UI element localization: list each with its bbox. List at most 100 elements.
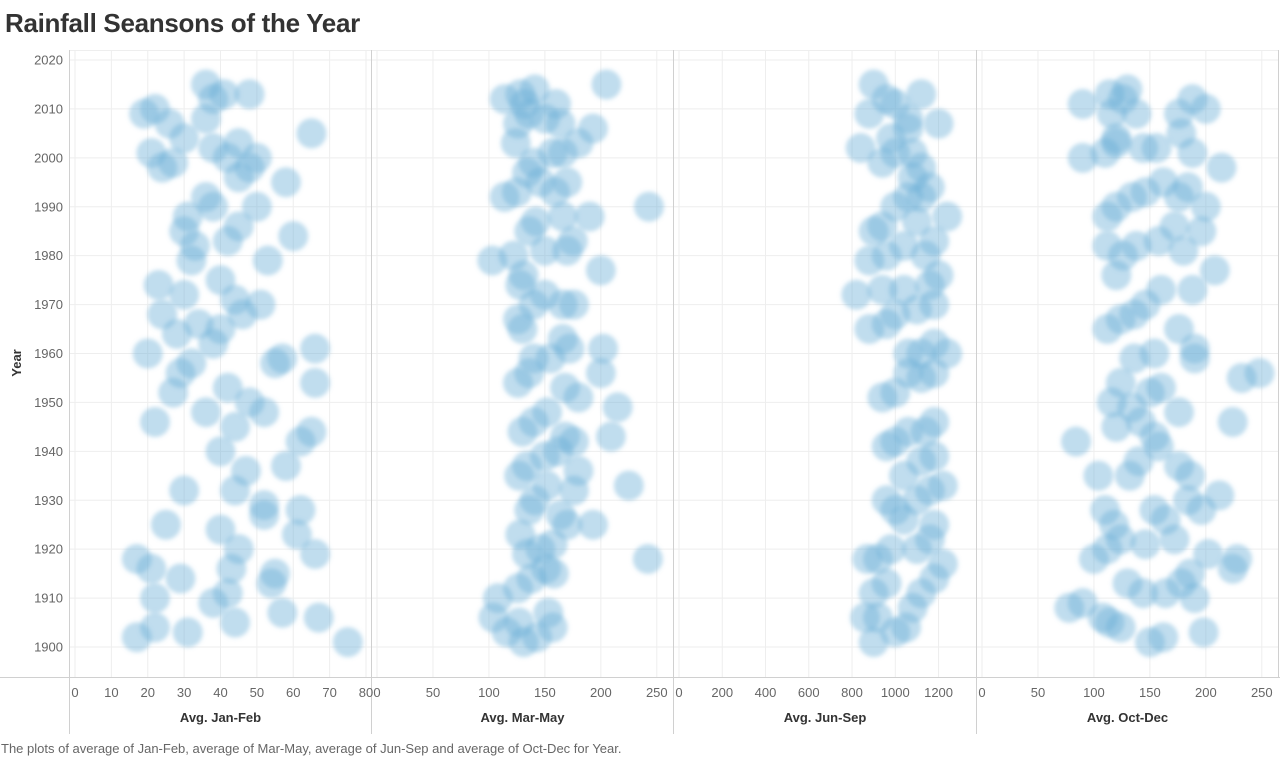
data-point — [927, 548, 958, 579]
data-point — [1190, 191, 1221, 222]
x-tick-label: 0 — [71, 685, 78, 700]
data-point — [1146, 372, 1177, 403]
data-point — [1163, 314, 1194, 345]
data-point — [1139, 338, 1170, 369]
x-axis-1: 0 10 20 30 40 50 60 70 80 Avg. Jan-Feb — [71, 685, 373, 725]
data-point — [223, 534, 254, 565]
data-point — [1172, 172, 1203, 203]
panel-3 — [841, 69, 963, 658]
x-tick-label: 0 — [675, 685, 682, 700]
x-tick-label: 80 — [359, 685, 373, 700]
data-point — [1096, 98, 1127, 129]
data-point — [300, 367, 331, 398]
x-tick-label: 400 — [755, 685, 777, 700]
y-tick-label: 2020 — [34, 53, 63, 68]
data-point — [1090, 495, 1121, 526]
data-point — [205, 436, 236, 467]
data-point — [557, 225, 588, 256]
data-point — [1199, 255, 1230, 286]
data-point — [136, 553, 167, 584]
data-point — [270, 167, 301, 198]
data-point — [220, 284, 251, 315]
data-point — [1177, 274, 1208, 305]
data-point — [1190, 93, 1221, 124]
data-point — [220, 411, 251, 442]
data-point — [893, 103, 924, 134]
x-axis-3: 0 200 400 600 800 1000 1200 Avg. Jun-Sep — [675, 685, 953, 725]
data-point — [919, 509, 950, 540]
data-point — [498, 240, 529, 271]
x-axes: 0 10 20 30 40 50 60 70 80 Avg. Jan-Feb 0 50 100 150 20… — [71, 685, 1272, 725]
data-point — [285, 495, 316, 526]
data-point — [632, 543, 663, 574]
data-point — [1121, 98, 1152, 129]
data-point — [1083, 460, 1114, 491]
data-point — [220, 607, 251, 638]
x-tick-label: 50 — [426, 685, 440, 700]
data-point — [558, 289, 589, 320]
panel-1 — [121, 69, 363, 658]
data-point — [169, 216, 200, 247]
data-point — [554, 333, 585, 364]
data-point — [296, 416, 327, 447]
data-point — [154, 108, 185, 139]
data-point — [919, 441, 950, 472]
data-point — [1061, 426, 1092, 457]
data-point — [252, 245, 283, 276]
pane-dividers — [0, 50, 1280, 734]
data-point — [332, 627, 363, 658]
data-point — [591, 69, 622, 100]
data-point — [190, 397, 221, 428]
data-point — [150, 509, 181, 540]
data-point — [1067, 142, 1098, 173]
y-tick-label: 1980 — [34, 248, 63, 263]
x-tick-label: 1200 — [924, 685, 953, 700]
data-point — [578, 113, 609, 144]
data-point — [1121, 230, 1152, 261]
x-tick-label: 60 — [286, 685, 300, 700]
x-tick-label: 0 — [978, 685, 985, 700]
x-tick-label: 10 — [104, 685, 118, 700]
data-point — [1139, 495, 1170, 526]
x-tick-label: 600 — [798, 685, 820, 700]
data-point — [919, 225, 950, 256]
data-point — [633, 191, 664, 222]
data-point — [212, 578, 243, 609]
data-point — [1092, 230, 1123, 261]
data-point — [552, 509, 583, 540]
data-point — [532, 397, 563, 428]
y-tick-label: 2010 — [34, 101, 63, 116]
data-point — [205, 514, 236, 545]
chart-title: Rainfall Seansons of the Year — [5, 8, 360, 38]
x-tick-label: 250 — [1251, 685, 1273, 700]
data-point — [267, 597, 298, 628]
chart-caption: The plots of average of Jan-Feb, average… — [1, 741, 622, 756]
data-point — [158, 147, 189, 178]
y-tick-label: 1900 — [34, 640, 63, 655]
x-tick-label: 100 — [1083, 685, 1105, 700]
x-tick-label: 150 — [534, 685, 556, 700]
x-tick-label: 100 — [478, 685, 500, 700]
data-point — [1141, 133, 1172, 164]
data-point — [541, 89, 572, 120]
data-point — [585, 358, 616, 389]
data-point — [897, 137, 928, 168]
x-tick-label: 50 — [250, 685, 264, 700]
x-axis-title: Avg. Oct-Dec — [1087, 710, 1168, 725]
data-point — [1179, 583, 1210, 614]
x-tick-label: 200 — [590, 685, 612, 700]
data-point — [165, 563, 196, 594]
y-tick-label: 1930 — [34, 493, 63, 508]
data-point — [932, 201, 963, 232]
data-point — [169, 475, 200, 506]
y-tick-label: 1990 — [34, 199, 63, 214]
data-point — [852, 543, 883, 574]
data-point — [520, 206, 551, 237]
data-point — [888, 274, 919, 305]
data-point — [205, 314, 236, 345]
x-tick-label: 0 — [373, 685, 380, 700]
data-point — [613, 470, 644, 501]
data-point — [212, 372, 243, 403]
data-point — [198, 191, 229, 222]
y-axis: Year 1900 1910 1920 1930 1940 1950 1960 1970 198… — [9, 53, 63, 655]
